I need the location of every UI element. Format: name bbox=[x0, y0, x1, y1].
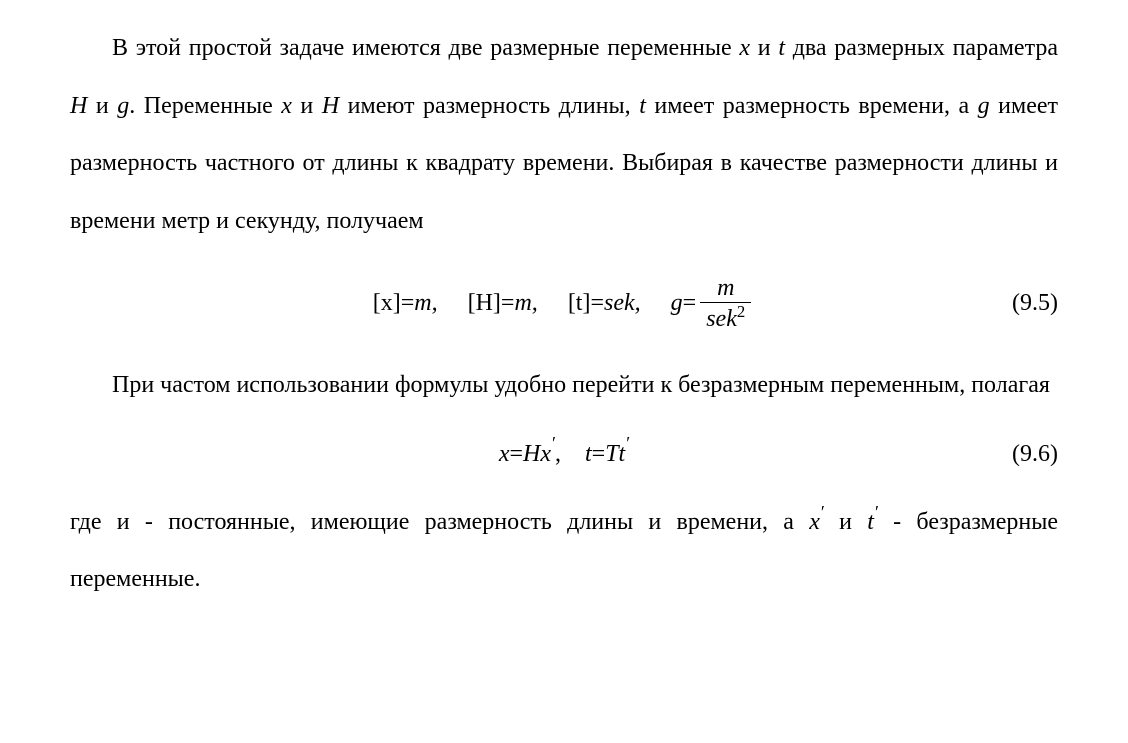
var-g: g bbox=[117, 93, 129, 119]
fraction-numerator: m bbox=[711, 275, 740, 301]
eq-lhs: [x] bbox=[373, 289, 401, 318]
eq-rhs: m, bbox=[414, 289, 437, 318]
var-x: x bbox=[499, 440, 510, 469]
prime-mark: ′ bbox=[821, 502, 825, 522]
equation-9-6: x = H x′, t = T t′ (9.6) bbox=[70, 440, 1058, 469]
eq-rhs: sek, bbox=[604, 289, 641, 318]
eq-lhs: g bbox=[671, 289, 683, 318]
paragraph-2: При частом использовании формулы удобно … bbox=[70, 357, 1058, 415]
text: имеют размерность длины, bbox=[339, 93, 639, 119]
var-x: x bbox=[281, 93, 292, 119]
eq-rhs: m, bbox=[514, 289, 537, 318]
var-t: t bbox=[867, 509, 874, 535]
var-H: H bbox=[70, 93, 87, 119]
equation-9-5: [x] = m, [H] = m, [t] = sek, g = m sek2 … bbox=[70, 275, 1058, 332]
paragraph-1: В этой простой задаче имеются две размер… bbox=[70, 20, 1058, 250]
var-T: T bbox=[605, 440, 618, 469]
prime-mark: ′ bbox=[626, 433, 630, 455]
text: и bbox=[87, 93, 117, 119]
eq-lhs: [H] bbox=[468, 289, 501, 318]
text: имеет размерность времени, а bbox=[646, 93, 978, 119]
text: При частом использовании формулы удобно … bbox=[112, 372, 1050, 398]
prime-mark: ′ bbox=[552, 433, 556, 455]
var-t: t bbox=[778, 35, 785, 61]
var-t: t bbox=[585, 440, 592, 469]
fraction-denominator: sek2 bbox=[700, 302, 751, 332]
text: и bbox=[292, 93, 322, 119]
text: два размерных параметра bbox=[785, 35, 1058, 61]
eq-sign: = bbox=[509, 440, 523, 469]
var-H: H bbox=[523, 440, 540, 469]
equation-content: [x] = m, [H] = m, [t] = sek, g = m sek2 bbox=[150, 275, 978, 332]
eq-sign: = bbox=[683, 289, 697, 318]
var-g: g bbox=[978, 93, 990, 119]
var-x: x bbox=[739, 35, 750, 61]
eq-sign: = bbox=[401, 289, 415, 318]
den-exp: 2 bbox=[737, 302, 745, 321]
var-x: x bbox=[809, 509, 820, 535]
equation-content: x = H x′, t = T t′ bbox=[150, 440, 978, 469]
eq-sign: = bbox=[590, 289, 604, 318]
var-t: t bbox=[639, 93, 646, 119]
equation-number: (9.5) bbox=[978, 289, 1058, 318]
fraction: m sek2 bbox=[700, 275, 751, 332]
text: и bbox=[824, 509, 867, 535]
var-tprime: t bbox=[619, 440, 626, 469]
eq-sign: = bbox=[501, 289, 515, 318]
var-xprime: x bbox=[540, 440, 551, 469]
den-base: sek bbox=[706, 306, 737, 332]
paragraph-3: где и - постоянные, имеющие размерность … bbox=[70, 494, 1058, 609]
text: и bbox=[750, 35, 778, 61]
eq-lhs: [t] bbox=[568, 289, 591, 318]
equation-number: (9.6) bbox=[978, 440, 1058, 469]
var-H: H bbox=[322, 93, 339, 119]
eq-sign: = bbox=[592, 440, 606, 469]
text: . Переменные bbox=[129, 93, 281, 119]
prime-mark: ′ bbox=[875, 502, 879, 522]
text: В этой простой задаче имеются две размер… bbox=[112, 35, 739, 61]
text: где и - постоянные, имеющие размерность … bbox=[70, 509, 809, 535]
